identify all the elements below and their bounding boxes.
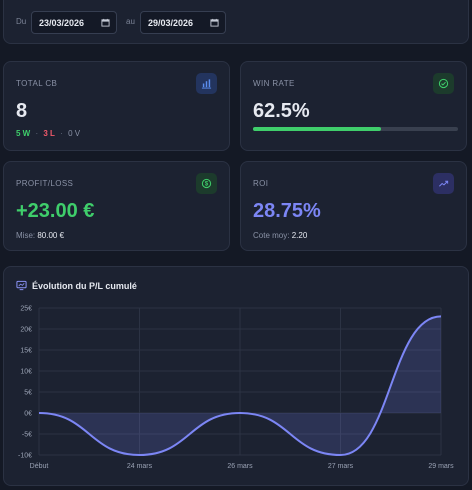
pl-line-chart: 25€ 20€ 15€ 10€ 5€ 0€ -5€ -10€ Début 24 mars 26 ma…: [18, 306, 454, 471]
avg-odds-value: 2.20: [291, 231, 308, 240]
profit-loss-card: PROFIT/LOSS $ +23.00 € Mise: 80.00 €: [3, 161, 230, 251]
x-tick-label: 26 mars: [227, 463, 253, 470]
win-rate-title: WIN RATE: [253, 79, 295, 88]
roi-title: ROI: [253, 179, 269, 188]
losses-count: 3 L: [43, 129, 55, 138]
wins-count: 5 W: [16, 129, 31, 138]
separator: ·: [60, 129, 63, 138]
bar-chart-icon: [196, 73, 217, 94]
chart-screen-icon: [16, 280, 27, 291]
trending-up-icon: [433, 173, 454, 194]
avg-odds-label: Cote moy:: [253, 231, 290, 240]
y-tick-label: -5€: [22, 432, 32, 439]
total-cb-title: TOTAL CB: [16, 79, 58, 88]
total-cb-card: TOTAL CB 8 5 W · 3 L · 0 V: [3, 61, 230, 151]
x-tick-label: Début: [30, 463, 49, 470]
date-filter-card: Du 23/03/2026 au 29/03/2026: [3, 0, 469, 44]
chart-title: Évolution du P/L cumulé: [32, 281, 137, 291]
date-to-value: 29/03/2026: [148, 18, 194, 28]
voids-count: 0 V: [68, 129, 81, 138]
win-rate-value: 62.5%: [253, 100, 310, 122]
check-circle-icon: [433, 73, 454, 94]
date-to-input[interactable]: 29/03/2026: [140, 11, 226, 34]
avg-odds-line: Cote moy: 2.20: [253, 231, 307, 240]
calendar-icon[interactable]: [210, 18, 219, 27]
x-tick-label: 24 mars: [127, 463, 153, 470]
date-from-input[interactable]: 23/03/2026: [31, 11, 117, 34]
stake-label: Mise:: [16, 231, 36, 240]
profit-loss-value: +23.00 €: [16, 200, 95, 222]
y-tick-label: 20€: [20, 327, 32, 334]
total-cb-breakdown: 5 W · 3 L · 0 V: [16, 129, 80, 138]
calendar-icon[interactable]: [101, 18, 110, 27]
pl-chart-card: Évolution du P/L cumulé 25€ 20€ 15€ 10€ 5€ 0€…: [3, 266, 469, 486]
y-tick-label: 10€: [20, 369, 32, 376]
svg-text:$: $: [205, 182, 209, 188]
x-tick-label: 27 mars: [328, 463, 354, 470]
total-cb-value: 8: [16, 100, 28, 122]
roi-value: 28.75%: [253, 200, 321, 222]
stake-line: Mise: 80.00 €: [16, 231, 64, 240]
roi-card: ROI 28.75% Cote moy: 2.20: [240, 161, 467, 251]
profit-loss-title: PROFIT/LOSS: [16, 179, 74, 188]
dollar-icon: $: [196, 173, 217, 194]
stake-value: 80.00 €: [37, 231, 65, 240]
y-tick-label: -10€: [18, 453, 32, 460]
date-from-label: Du: [16, 17, 27, 26]
win-rate-progress-fill: [253, 127, 382, 131]
y-tick-label: 25€: [20, 306, 32, 313]
series-line: [38, 315, 442, 457]
date-to-label: au: [126, 17, 135, 26]
y-tick-label: 0€: [24, 411, 32, 418]
separator: ·: [35, 129, 39, 138]
x-tick-label: 29 mars: [428, 463, 454, 470]
y-tick-label: 15€: [20, 348, 32, 355]
win-rate-progress: [253, 127, 458, 131]
y-tick-label: 5€: [24, 390, 32, 397]
date-from-value: 23/03/2026: [39, 18, 85, 28]
series-area-fill: [39, 316, 441, 455]
win-rate-card: WIN RATE 62.5%: [240, 61, 467, 151]
